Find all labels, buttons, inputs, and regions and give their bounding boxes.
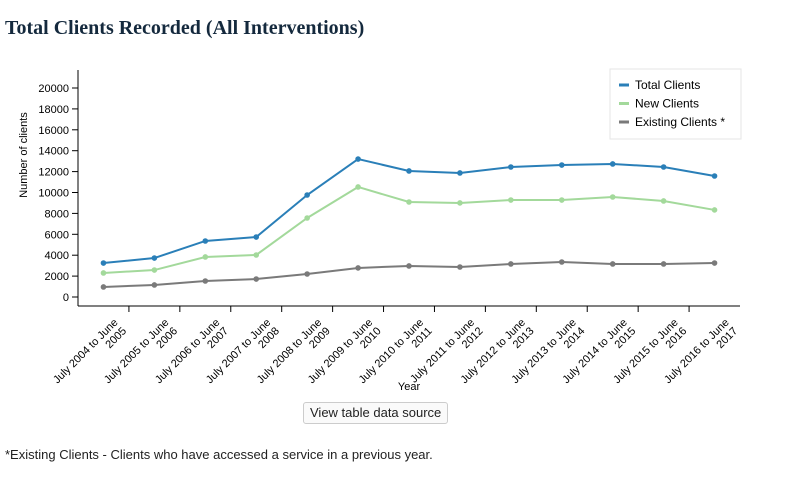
data-point-existing-clients[interactable]	[100, 284, 107, 290]
series-new-clients	[100, 184, 718, 276]
data-point-new-clients[interactable]	[508, 197, 514, 203]
data-point-total-clients[interactable]	[304, 192, 310, 198]
y-tick-label: 16000	[38, 125, 69, 137]
data-point-total-clients[interactable]	[202, 238, 209, 244]
data-point-new-clients[interactable]	[660, 198, 667, 204]
legend: Total Clients New Clients Existing Clients…	[609, 68, 742, 140]
x-axis-title: Year	[398, 381, 421, 393]
legend-label-total-clients[interactable]: Total Clients	[635, 78, 700, 92]
view-table-data-source-button[interactable]: View table data source	[303, 402, 449, 424]
series-layer	[100, 156, 718, 290]
data-point-existing-clients[interactable]	[711, 260, 718, 266]
data-point-total-clients[interactable]	[406, 168, 412, 174]
data-point-existing-clients[interactable]	[151, 282, 158, 288]
data-point-total-clients[interactable]	[609, 161, 616, 167]
y-axis-title: Number of clients	[18, 112, 30, 198]
data-point-new-clients[interactable]	[558, 197, 565, 203]
series-existing-clients	[100, 259, 718, 290]
data-point-existing-clients[interactable]	[406, 263, 412, 269]
legend-box	[609, 68, 742, 140]
data-point-existing-clients[interactable]	[558, 259, 565, 265]
series-total-clients	[100, 156, 718, 266]
y-tick-label: 0	[63, 292, 69, 304]
data-point-new-clients[interactable]	[406, 199, 412, 205]
data-point-total-clients[interactable]	[100, 260, 107, 266]
y-tick-label: 2000	[45, 271, 69, 283]
x-tick-label: July 2004 to June2005	[51, 317, 129, 395]
data-point-new-clients[interactable]	[202, 254, 209, 260]
data-point-total-clients[interactable]	[508, 164, 514, 170]
data-point-existing-clients[interactable]	[609, 261, 616, 267]
data-point-total-clients[interactable]	[457, 170, 463, 176]
legend-label-new-clients[interactable]: New Clients	[635, 97, 699, 111]
y-tick-label: 10000	[38, 188, 69, 200]
data-point-existing-clients[interactable]	[508, 261, 514, 267]
data-point-new-clients[interactable]	[100, 270, 107, 276]
footnote: *Existing Clients - Clients who have acc…	[5, 447, 433, 462]
data-point-total-clients[interactable]	[151, 255, 158, 261]
data-point-existing-clients[interactable]	[660, 261, 667, 267]
y-tick-label: 8000	[45, 208, 69, 220]
legend-label-existing-clients[interactable]: Existing Clients *	[635, 115, 725, 129]
data-point-existing-clients[interactable]	[202, 278, 209, 284]
data-point-total-clients[interactable]	[355, 156, 361, 162]
data-point-new-clients[interactable]	[304, 215, 310, 221]
data-point-new-clients[interactable]	[711, 207, 718, 213]
y-tick-label: 6000	[45, 229, 69, 241]
y-tick-label: 18000	[38, 104, 69, 116]
data-point-new-clients[interactable]	[609, 194, 616, 200]
data-point-new-clients[interactable]	[457, 200, 463, 206]
series-line-total-clients	[103, 157, 715, 265]
data-point-new-clients[interactable]	[355, 184, 361, 190]
data-point-total-clients[interactable]	[253, 234, 260, 240]
y-tick-label: 14000	[38, 146, 69, 158]
data-point-existing-clients[interactable]	[355, 265, 361, 271]
data-point-existing-clients[interactable]	[457, 264, 463, 270]
data-point-total-clients[interactable]	[558, 162, 565, 168]
data-point-existing-clients[interactable]	[253, 276, 260, 282]
data-point-new-clients[interactable]	[253, 252, 260, 258]
page-title: Total Clients Recorded (All Intervention…	[5, 17, 365, 39]
data-point-existing-clients[interactable]	[304, 271, 310, 277]
y-tick-label: 4000	[45, 250, 69, 262]
data-point-total-clients[interactable]	[660, 164, 667, 170]
y-tick-label: 20000	[38, 83, 69, 95]
line-chart: 0 2000 4000 6000 8000 10000 12000 14000 16000 180…	[18, 68, 742, 395]
data-point-total-clients[interactable]	[711, 173, 718, 179]
y-axis: 0 2000 4000 6000 8000 10000 12000 14000 16000 180…	[38, 70, 79, 306]
data-point-new-clients[interactable]	[151, 267, 158, 273]
y-tick-label: 12000	[38, 167, 69, 179]
